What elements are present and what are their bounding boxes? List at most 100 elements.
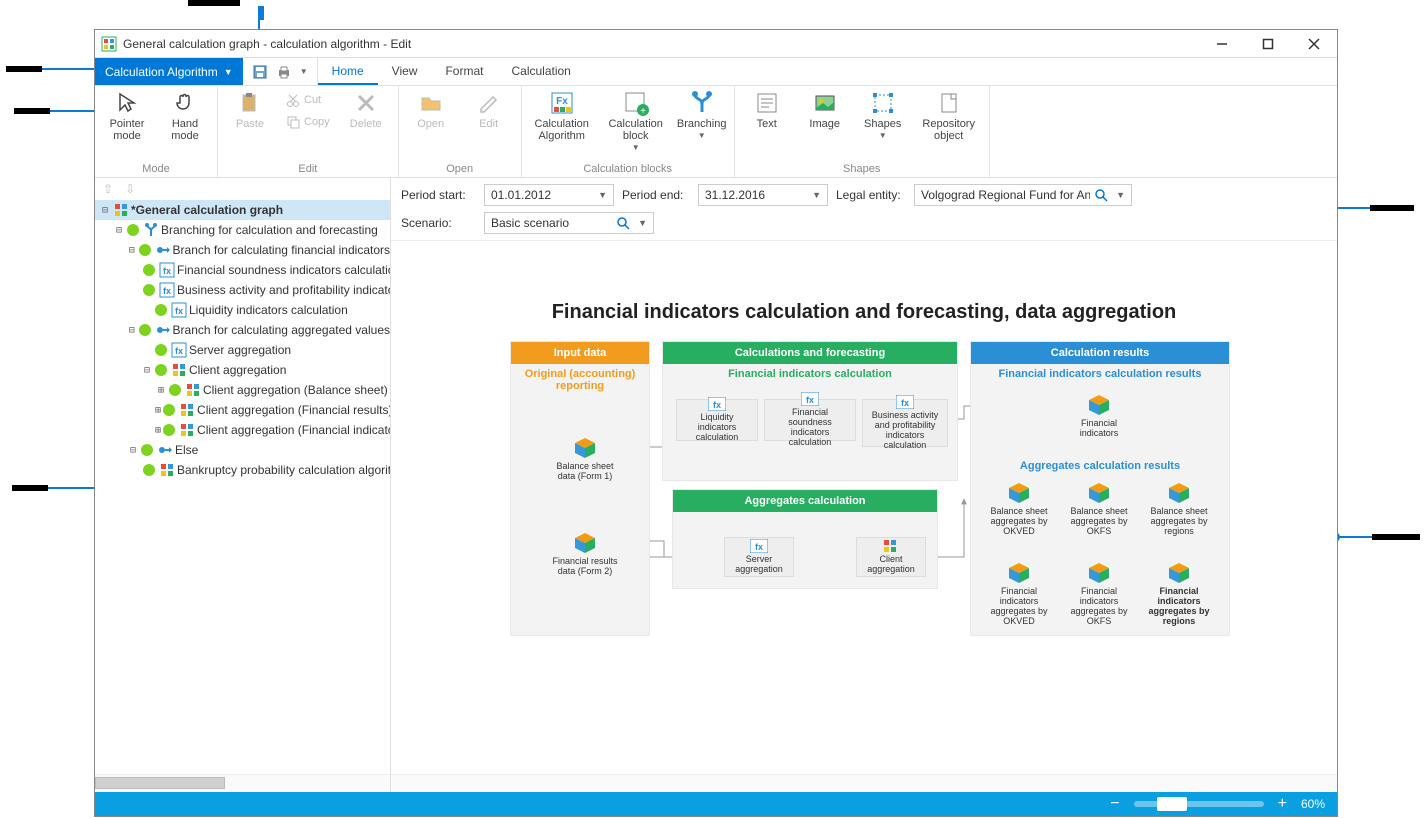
qat-save-button[interactable] [249,61,271,83]
chevron-down-icon: ▼ [1116,190,1125,200]
main-area: Period start: 01.01.2012 ▼ Period end: 3… [391,178,1337,792]
diagram-canvas[interactable]: Financial indicators calculation and for… [391,241,1337,774]
search-icon[interactable] [1094,188,1108,202]
expander-icon[interactable]: ⊟ [127,325,137,336]
app-window: General calculation graph - calculation … [94,29,1338,817]
tab-format[interactable]: Format [431,58,497,85]
tree-item[interactable]: fxFinancial soundness indicators calcula… [95,260,390,280]
tree-item[interactable]: ⊞Client aggregation (Financial indicator… [95,420,390,440]
expander-icon[interactable]: ⊞ [155,385,167,396]
expander-icon[interactable]: ⊞ [155,425,161,436]
diagram-node[interactable]: Financial indicators aggregates by OKFS [1064,561,1134,627]
tree-item[interactable]: fxBusiness activity and profitability in… [95,280,390,300]
nav-up-icon[interactable]: ⇧ [103,182,113,196]
file-menu-button[interactable]: Calculation Algorithm ▼ [95,58,243,85]
diagram-node[interactable]: fxFinancial soundness indicators calcula… [764,399,856,441]
tree-item[interactable]: ⊟Branching for calculation and forecasti… [95,220,390,240]
node-label: Balance sheet aggregates by regions [1144,507,1214,537]
zoom-slider-thumb[interactable] [1157,797,1187,811]
tree-root[interactable]: ⊟ *General calculation graph [95,200,390,220]
close-button[interactable] [1291,30,1337,58]
tab-calculation[interactable]: Calculation [497,58,584,85]
branching-button[interactable]: Branching▼ [678,90,726,141]
diagram-node[interactable]: Balance sheet data (Form 1) [550,436,620,482]
tab-home[interactable]: Home [318,58,378,85]
repository-object-button[interactable]: Repository object [917,90,981,142]
ribbon-group-label: Open [399,163,521,177]
cube-icon [573,436,597,460]
status-dot-icon [139,244,151,256]
open-button[interactable]: Open [407,90,455,130]
tree-item[interactable]: ⊟Branch for calculating aggregated value… [95,320,390,340]
image-button[interactable]: Image [801,90,849,130]
cut-button[interactable]: Cut [284,90,332,110]
edit-button[interactable]: Edit [465,90,513,130]
calc-algorithm-button[interactable]: FxCalculation Algorithm [530,90,594,142]
calc-block-button[interactable]: +Calculation block▼ [604,90,668,153]
expander-icon[interactable]: ⊞ [155,405,161,416]
sidebar-hscroll[interactable] [95,774,390,792]
diagram-node[interactable]: Financial indicators aggregates by regio… [1144,561,1214,627]
status-dot-icon [143,464,155,476]
ribbon: Pointer modeHand modeModePasteCutCopyDel… [95,86,1337,178]
grid-icon [171,362,187,378]
period-start-field[interactable]: 01.01.2012 ▼ [484,184,614,206]
diagram-node[interactable]: fxLiquidity indicators calculation [676,399,758,441]
diagram-node[interactable]: Client aggregation [856,537,926,577]
qat-print-button[interactable] [273,61,295,83]
scenario-field[interactable]: Basic scenario ▼ [484,212,654,234]
diagram-node[interactable]: Balance sheet aggregates by regions [1144,481,1214,537]
sidebar-scrollbar-thumb[interactable] [95,777,225,789]
zoom-out-button[interactable]: − [1110,795,1119,813]
tree-item[interactable]: Bankruptcy probability calculation algor… [95,460,390,480]
tree-item[interactable]: fxServer aggregation [95,340,390,360]
qat-dropdown-button[interactable]: ▼ [297,61,311,83]
zoom-in-button[interactable]: + [1278,795,1287,813]
zoom-slider[interactable] [1134,801,1264,807]
main-hscroll[interactable] [391,774,1337,792]
diagram-node[interactable]: Balance sheet aggregates by OKVED [984,481,1054,537]
paste-button[interactable]: Paste [226,90,274,130]
panel-subhead: Aggregates calculation results [971,456,1229,476]
diagram-node[interactable]: fxBusiness activity and profitability in… [862,399,948,447]
search-icon[interactable] [616,216,630,230]
calc-algorithm-icon: Fx [549,90,575,116]
diagram-node[interactable]: Financial results data (Form 2) [550,531,620,577]
status-dot-icon [155,304,167,316]
svg-text:fx: fx [163,286,171,296]
legal-entity-field[interactable]: Volgograd Regional Fund for Animal ▼ [914,184,1132,206]
tree-item[interactable]: ⊟Client aggregation [95,360,390,380]
tree-item[interactable]: ⊟Else [95,440,390,460]
tree-item[interactable]: fxLiquidity indicators calculation [95,300,390,320]
tab-view[interactable]: View [378,58,432,85]
calc-block-icon: + [623,90,649,116]
expander-icon[interactable]: ⊟ [113,225,125,236]
pointer-mode-button[interactable]: Pointer mode [103,90,151,142]
period-end-field[interactable]: 31.12.2016 ▼ [698,184,828,206]
delete-button[interactable]: Delete [342,90,390,130]
diagram-node[interactable]: Balance sheet aggregates by OKFS [1064,481,1134,537]
shapes-button[interactable]: Shapes▼ [859,90,907,141]
tree-view[interactable]: ⊟ *General calculation graph ⊟Branching fo… [95,200,390,774]
text-button[interactable]: Text [743,90,791,130]
expander-icon[interactable]: ⊟ [127,445,139,456]
tree-item[interactable]: ⊞Client aggregation (Financial results) [95,400,390,420]
minimize-button[interactable] [1199,30,1245,58]
expander-icon[interactable]: ⊟ [141,365,153,376]
diagram-node[interactable]: fxServer aggregation [724,537,794,577]
annotation-line-right2 [1336,536,1372,538]
tree-item[interactable]: ⊞Client aggregation (Balance sheet) [95,380,390,400]
diagram-node[interactable]: Financial indicators aggregates by OKVED [984,561,1054,627]
expander-icon[interactable]: ⊟ [127,245,137,256]
tree-item[interactable]: ⊟Branch for calculating financial indica… [95,240,390,260]
expander-icon[interactable]: ⊟ [99,205,111,216]
copy-button[interactable]: Copy [284,112,332,132]
node-label: Server aggregation [729,555,789,575]
hand-mode-button[interactable]: Hand mode [161,90,209,142]
chevron-down-icon: ▼ [879,132,887,141]
copy-icon [286,115,300,129]
tree-root-label: *General calculation graph [131,203,283,217]
nav-down-icon[interactable]: ⇩ [125,182,135,196]
diagram-node[interactable]: Financial indicators [1064,393,1134,439]
maximize-button[interactable] [1245,30,1291,58]
